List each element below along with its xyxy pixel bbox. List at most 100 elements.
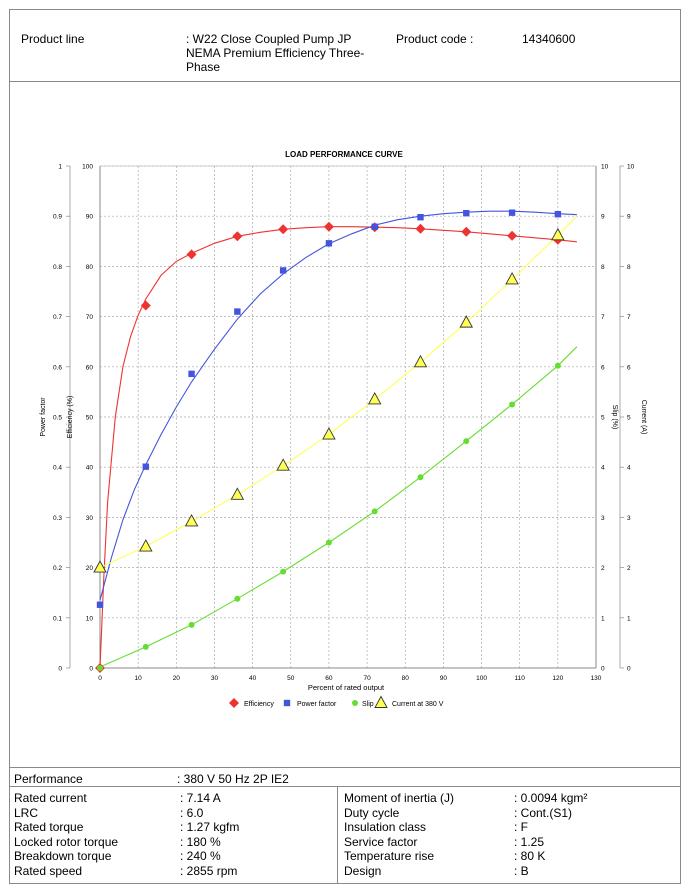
slip-point (509, 401, 516, 408)
current-at-380-v-point (230, 487, 245, 500)
x-tick-label: 70 (363, 675, 371, 682)
efficiency-tick-label: 100 (82, 164, 93, 171)
slip-axis-label: Slip (%) (611, 405, 618, 430)
efficiency-tick-label: 50 (86, 415, 94, 422)
efficiency-tick-label: 60 (86, 364, 94, 371)
power-factor-point (234, 308, 241, 315)
efficiency-point (186, 249, 197, 260)
slip-tick-label: 4 (601, 465, 605, 472)
spec-divider-vertical (337, 786, 338, 884)
spec-left-value-0: : 7.14 A (180, 791, 221, 805)
power-factor-tick-label: 0.4 (53, 465, 62, 472)
current-at-380-v-line (99, 215, 578, 569)
x-tick-label: 20 (173, 675, 181, 682)
power-factor-tick-label: 0.5 (53, 415, 62, 422)
current-at-380-v-point (413, 354, 428, 368)
slip-point (97, 665, 103, 671)
spec-right-label-5: Design (344, 864, 382, 878)
slip-point (142, 643, 149, 650)
current-at-380-v-point (551, 227, 565, 241)
spec-right-label-1: Duty cycle (344, 805, 400, 820)
legend-label-efficiency: Efficiency (244, 701, 274, 708)
slip-tick-label: 6 (601, 364, 605, 371)
power-factor-tick-label: 0.2 (53, 565, 62, 572)
slip-tick-label: 0 (601, 666, 605, 673)
power-factor-point (142, 463, 149, 470)
slip-tick-label: 8 (601, 264, 605, 271)
spec-right-value-4: : 80 K (514, 849, 546, 864)
product-line-value: : W22 Close Coupled Pump JP NEMA Premium… (186, 32, 365, 74)
x-tick-label: 0 (98, 675, 102, 682)
current-tick-label: 9 (627, 214, 631, 221)
efficiency-point (232, 231, 243, 242)
current-at-380-v-point (93, 560, 107, 573)
spec-left-label-0: Rated current (14, 791, 87, 805)
spec-left-value-1: : 6.0 (180, 805, 204, 820)
slip-point (234, 595, 241, 602)
power-factor-tick-label: 0.6 (53, 364, 62, 371)
efficiency-point (278, 224, 289, 235)
power-factor-point (188, 370, 195, 378)
x-tick-label: 100 (476, 675, 487, 682)
legend-label-power-factor: Power factor (297, 701, 337, 708)
legend-marker-current-at-380-v (374, 695, 388, 708)
spec-right-label-0: Moment of inertia (J) (344, 791, 455, 805)
current-tick-label: 0 (627, 666, 631, 673)
current-at-380-v-point (459, 315, 474, 328)
legend-label-slip: Slip (362, 701, 374, 708)
product-code-label: Product code : (396, 32, 474, 46)
power-factor-tick-label: 0 (58, 666, 62, 673)
slip-point (325, 539, 332, 546)
current-at-380-v-point (505, 272, 519, 285)
spec-left-value-3: : 180 % (180, 834, 221, 849)
efficiency-tick-label: 80 (86, 264, 94, 271)
current-at-380-v-point (139, 539, 153, 552)
efficiency-point (507, 230, 518, 241)
spec-right-value-1: : Cont.(S1) (514, 805, 573, 820)
x-tick-label: 110 (515, 675, 526, 682)
x-tick-label: 120 (552, 675, 563, 682)
efficiency-point (140, 300, 151, 311)
performance-value: : 380 V 50 Hz 2P IE2 (177, 772, 289, 786)
efficiency-tick-label: 30 (86, 515, 94, 522)
chart-title: LOAD PERFORMANCE CURVE (285, 150, 403, 159)
current-at-380-v-point (322, 427, 336, 440)
x-tick-label: 130 (591, 675, 602, 682)
x-tick-label: 10 (135, 675, 143, 682)
power-factor-point (279, 267, 287, 274)
current-tick-label: 7 (627, 314, 631, 321)
x-tick-label: 90 (440, 675, 448, 682)
spec-right-label-3: Service factor (344, 834, 418, 849)
slip-tick-label: 9 (601, 214, 605, 221)
spec-left-value-4: : 240 % (180, 849, 221, 864)
slip-line (99, 346, 578, 668)
performance-label: Performance (14, 772, 83, 786)
efficiency-point (415, 223, 426, 234)
slip-tick-label: 5 (601, 415, 605, 422)
efficiency-tick-label: 20 (86, 565, 94, 572)
current-at-380-v-point (367, 391, 382, 405)
current-at-380-v-point (276, 458, 290, 471)
current-tick-label: 3 (627, 515, 631, 522)
spec-divider-horizontal (9, 786, 681, 787)
slip-tick-label: 3 (601, 515, 605, 522)
spec-left-value-5: : 2855 rpm (180, 864, 238, 878)
slip-point (417, 474, 424, 481)
efficiency-tick-label: 40 (86, 465, 94, 472)
power-factor-tick-label: 0.3 (53, 515, 62, 522)
x-tick-label: 40 (249, 675, 257, 682)
slip-tick-label: 7 (601, 314, 605, 321)
slip-point (371, 508, 378, 515)
x-tick-label: 60 (325, 675, 333, 682)
spec-left-value-2: : 1.27 kgfm (180, 820, 240, 835)
x-tick-label: 30 (211, 675, 219, 682)
legend-marker-power-factor (283, 699, 291, 707)
product-code-value: 14340600 (522, 32, 576, 46)
efficiency-point (323, 221, 334, 232)
spec-left-label-4: Breakdown torque (14, 849, 112, 864)
power-factor-point (508, 209, 516, 216)
legend-label-current-at-380-v: Current at 380 V (392, 701, 444, 708)
power-factor-tick-label: 0.7 (53, 314, 62, 321)
power-factor-tick-label: 0.1 (53, 615, 62, 622)
